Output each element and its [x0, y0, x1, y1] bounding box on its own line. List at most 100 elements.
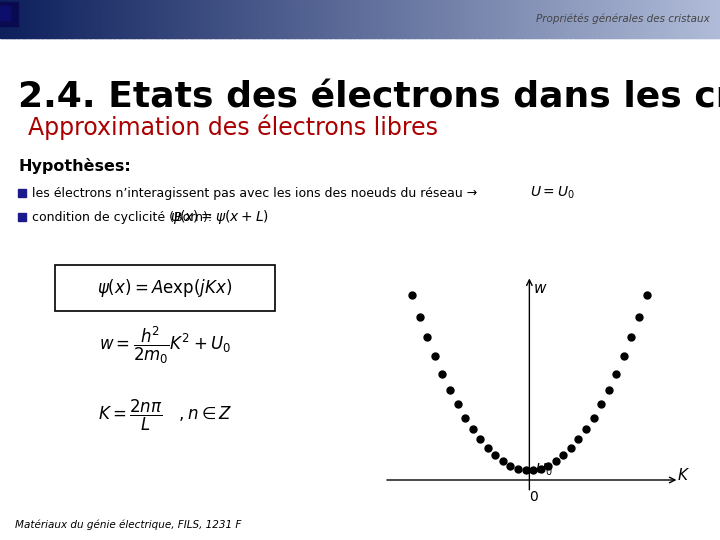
Bar — [168, 0, 171, 38]
Text: Approximation des électrons libres: Approximation des électrons libres — [28, 115, 438, 140]
Bar — [502, 0, 505, 38]
Text: $\psi(x) = \psi(x+L)$: $\psi(x) = \psi(x+L)$ — [170, 208, 269, 226]
Bar — [439, 0, 443, 38]
Bar — [389, 0, 392, 38]
Bar — [146, 0, 150, 38]
Bar — [679, 0, 683, 38]
Bar — [528, 0, 531, 38]
Bar — [444, 0, 447, 38]
Bar — [511, 0, 515, 38]
Text: $w = \dfrac{h^2}{2m_0}K^2 + U_0$: $w = \dfrac{h^2}{2m_0}K^2 + U_0$ — [99, 325, 231, 366]
Bar — [274, 0, 277, 38]
Bar — [367, 0, 371, 38]
Bar — [300, 0, 303, 38]
Bar — [65, 0, 68, 38]
Bar — [221, 0, 224, 38]
Bar — [631, 0, 634, 38]
Bar — [639, 0, 642, 38]
Bar — [490, 0, 493, 38]
Text: $K = \dfrac{2n\pi}{L} \quad , n \in Z$: $K = \dfrac{2n\pi}{L} \quad , n \in Z$ — [98, 397, 233, 433]
Bar — [401, 0, 404, 38]
Bar — [413, 0, 416, 38]
Bar — [372, 0, 375, 38]
Bar — [207, 0, 210, 38]
Bar — [454, 0, 457, 38]
Bar — [315, 0, 318, 38]
Bar — [96, 0, 99, 38]
Bar — [185, 0, 188, 38]
Bar — [81, 0, 85, 38]
Bar — [509, 0, 512, 38]
Bar — [243, 0, 246, 38]
Bar — [333, 0, 337, 38]
Bar — [466, 0, 469, 38]
Bar — [223, 0, 227, 38]
Text: $U_0$: $U_0$ — [535, 462, 553, 478]
Bar — [499, 0, 503, 38]
Bar — [576, 0, 580, 38]
Bar — [192, 0, 195, 38]
Bar — [672, 0, 675, 38]
Bar — [415, 0, 418, 38]
Bar — [317, 0, 320, 38]
Bar — [667, 0, 670, 38]
Bar — [290, 0, 294, 38]
Bar — [358, 0, 361, 38]
Bar — [593, 0, 596, 38]
Bar — [463, 0, 467, 38]
Bar — [526, 0, 529, 38]
Bar — [17, 0, 20, 38]
Bar — [626, 0, 630, 38]
Bar — [252, 0, 256, 38]
Bar — [410, 0, 414, 38]
Bar — [18, 213, 26, 221]
Bar — [646, 0, 649, 38]
Bar — [60, 0, 63, 38]
Bar — [394, 0, 397, 38]
Bar — [588, 0, 591, 38]
Bar — [434, 0, 438, 38]
Text: Propriétés générales des cristaux: Propriétés générales des cristaux — [536, 14, 710, 24]
Bar — [590, 0, 594, 38]
Bar — [55, 0, 58, 38]
Bar — [554, 0, 558, 38]
Bar — [264, 0, 267, 38]
Bar — [72, 0, 76, 38]
Bar — [610, 0, 613, 38]
Bar — [703, 0, 706, 38]
Bar — [531, 0, 534, 38]
Bar — [684, 0, 688, 38]
Bar — [693, 0, 697, 38]
Bar — [240, 0, 243, 38]
Bar — [103, 0, 107, 38]
Bar — [336, 0, 339, 38]
Bar — [446, 0, 450, 38]
Bar — [629, 0, 632, 38]
Bar — [2, 0, 6, 38]
Bar — [297, 0, 301, 38]
Bar — [50, 0, 54, 38]
Bar — [283, 0, 287, 38]
Text: Hypothèses:: Hypothèses: — [18, 158, 131, 174]
Bar — [557, 0, 560, 38]
Bar — [158, 0, 162, 38]
Bar — [535, 0, 539, 38]
Bar — [418, 0, 421, 38]
Bar — [470, 0, 474, 38]
Bar — [513, 0, 517, 38]
Bar — [307, 0, 310, 38]
Bar — [427, 0, 431, 38]
Bar — [691, 0, 695, 38]
Text: condition de cyclicité (Born):: condition de cyclicité (Born): — [32, 211, 212, 224]
Bar — [94, 0, 97, 38]
Bar — [441, 0, 445, 38]
Bar — [621, 0, 625, 38]
Bar — [0, 0, 4, 38]
Bar — [187, 0, 191, 38]
Bar — [144, 0, 148, 38]
Bar — [135, 0, 138, 38]
Bar — [670, 0, 673, 38]
Bar — [346, 0, 349, 38]
Bar — [178, 0, 181, 38]
Bar — [106, 0, 109, 38]
